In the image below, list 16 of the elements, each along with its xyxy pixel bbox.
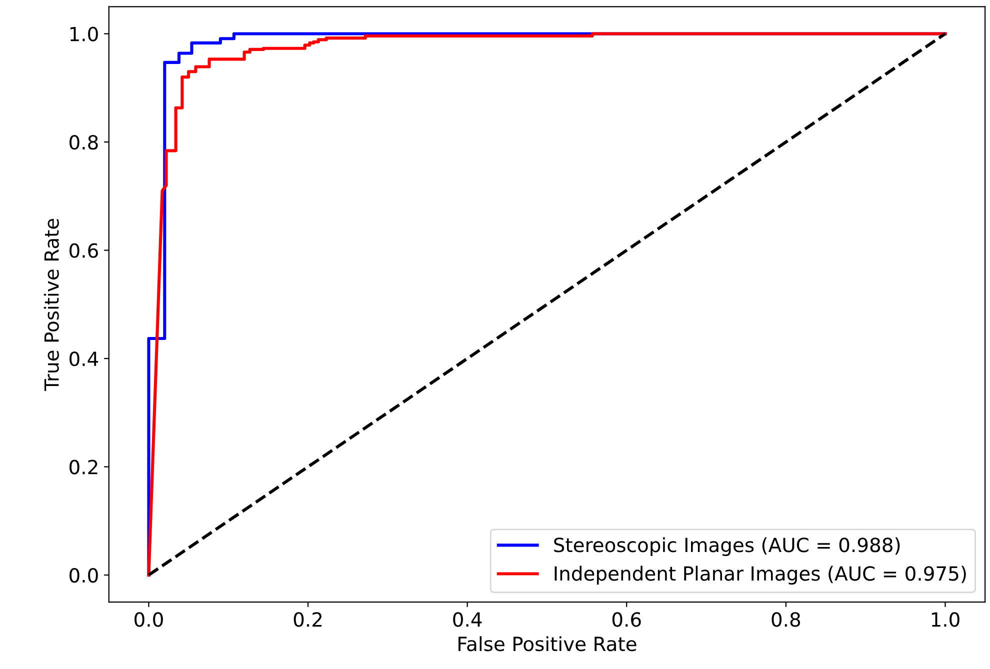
legend-label: Independent Planar Images (AUC = 0.975) xyxy=(554,566,966,585)
legend-label: Stereoscopic Images (AUC = 0.988) xyxy=(554,537,900,556)
x-tick-label: 0.8 xyxy=(772,612,800,627)
x-tick-label: 0.4 xyxy=(453,612,482,627)
y-tick-label: 0.4 xyxy=(70,351,98,366)
x-tick-label: 0.6 xyxy=(612,612,641,627)
x-tick-label: 0.2 xyxy=(294,612,322,627)
y-tick-label: 0.8 xyxy=(70,134,98,150)
x-axis-title: False Positive Rate xyxy=(458,636,636,652)
y-axis-title: True Positive Rate xyxy=(44,218,59,392)
x-tick-label: 1.0 xyxy=(932,612,960,627)
y-tick-label: 1.0 xyxy=(70,26,98,42)
y-tick-label: 0.0 xyxy=(70,568,98,583)
y-tick-label: 0.2 xyxy=(70,460,98,474)
x-tick-label: 0.0 xyxy=(134,612,163,627)
y-tick-label: 0.6 xyxy=(70,243,98,258)
